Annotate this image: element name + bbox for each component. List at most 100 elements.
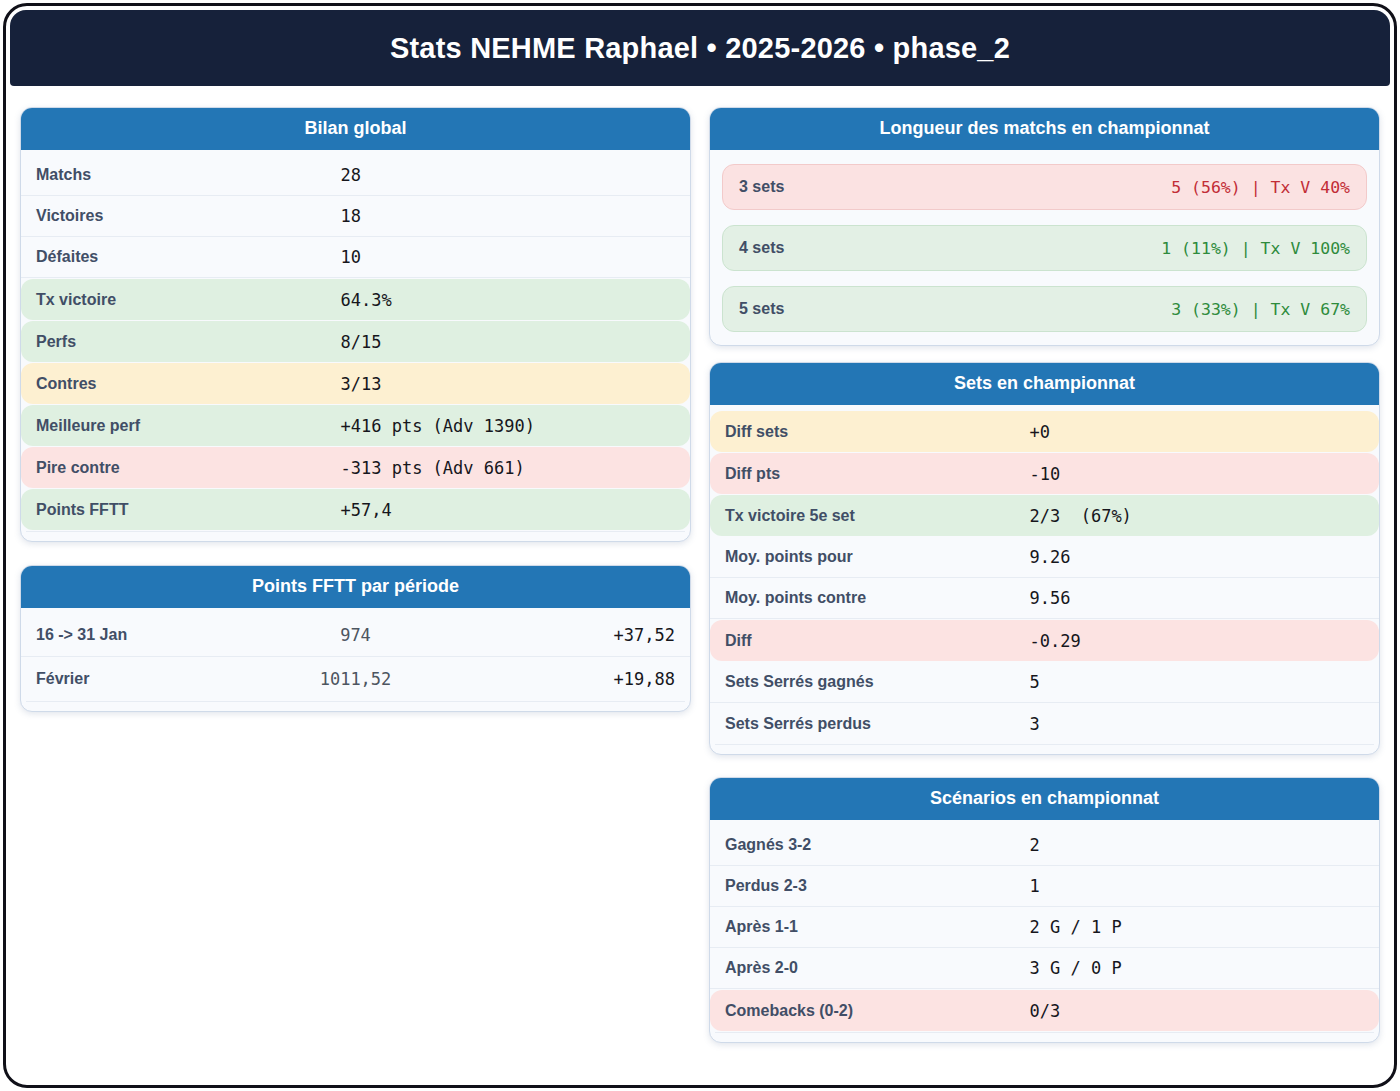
stat-value: 8/15 [341, 332, 382, 352]
stat-label: Sets Serrés gagnés [725, 673, 1030, 691]
panel-scenarios-championnat-body: Gagnés 3-2 2 Perdus 2-3 1 Après 1-1 2 G … [710, 820, 1379, 1042]
stat-value: 64.3% [341, 290, 392, 310]
match-length-row: 5 sets 3 (33%) | Tx V 67% [722, 286, 1367, 332]
stat-row: Perfs 8/15 [21, 321, 690, 362]
page-title: Stats NEHME Raphael • 2025-2026 • phase_… [390, 32, 1010, 65]
stat-label: Tx victoire 5e set [725, 507, 1030, 525]
panel-points-fftt-periode: Points FFTT par période 16 -> 31 Jan 974… [20, 565, 691, 712]
panel-bilan-global: Bilan global Matchs 28 Victoires 18 Défa… [20, 107, 691, 542]
stat-value: -0.29 [1030, 631, 1081, 651]
match-length-value: 5 (56%) | Tx V 40% [1171, 178, 1350, 197]
stat-label: Points FFTT [36, 501, 341, 519]
period-row: 16 -> 31 Jan 974 +37,52 [21, 613, 690, 657]
stat-label: Comebacks (0-2) [725, 1002, 1030, 1020]
stat-value: 2/3 (67%) [1030, 506, 1132, 526]
stat-label: Pire contre [36, 459, 341, 477]
stat-value: 5 [1030, 672, 1040, 692]
stat-row: Matchs 28 [21, 155, 690, 196]
match-length-value: 3 (33%) | Tx V 67% [1171, 300, 1350, 319]
stat-row: Gagnés 3-2 2 [710, 825, 1379, 866]
stat-row: Diff pts -10 [710, 453, 1379, 494]
stat-value: 3 [1030, 714, 1040, 734]
panel-longueur-matchs-body: 3 sets 5 (56%) | Tx V 40% 4 sets 1 (11%)… [710, 150, 1379, 345]
stat-label: Tx victoire [36, 291, 341, 309]
panel-sets-championnat-body: Diff sets +0 Diff pts -10 Tx victoire 5e… [710, 405, 1379, 754]
stat-row: Pire contre -313 pts (Adv 661) [21, 447, 690, 488]
stat-row: Diff sets +0 [710, 411, 1379, 452]
stat-label: Matchs [36, 166, 341, 184]
stat-row: Diff -0.29 [710, 620, 1379, 661]
app-header: Stats NEHME Raphael • 2025-2026 • phase_… [10, 10, 1390, 86]
stat-value: 1 [1030, 876, 1040, 896]
stat-row: Sets Serrés gagnés 5 [710, 662, 1379, 703]
period-row: Février 1011,52 +19,88 [21, 657, 690, 701]
stat-value: 28 [341, 165, 361, 185]
stat-label: Diff pts [725, 465, 1030, 483]
stat-row: Défaites 10 [21, 237, 690, 278]
stat-value: +57,4 [341, 500, 392, 520]
period-points-value: 1011,52 [249, 669, 462, 689]
stat-value: 9.56 [1030, 588, 1071, 608]
content-columns: Bilan global Matchs 28 Victoires 18 Défa… [20, 107, 1380, 1043]
stat-row: Perdus 2-3 1 [710, 866, 1379, 907]
stat-value: 9.26 [1030, 547, 1071, 567]
stat-row: Sets Serrés perdus 3 [710, 703, 1379, 744]
stat-label: Après 1-1 [725, 918, 1030, 936]
panel-longueur-matchs-title: Longueur des matchs en championnat [710, 108, 1379, 150]
stat-row: Après 1-1 2 G / 1 P [710, 907, 1379, 948]
panel-scenarios-championnat-title: Scénarios en championnat [710, 778, 1379, 820]
stat-label: Après 2-0 [725, 959, 1030, 977]
panel-points-fftt-periode-title: Points FFTT par période [21, 566, 690, 608]
stat-value: +416 pts (Adv 1390) [341, 416, 535, 436]
stat-label: Sets Serrés perdus [725, 715, 1030, 733]
stat-row: Tx victoire 5e set 2/3 (67%) [710, 495, 1379, 536]
match-length-label: 3 sets [739, 178, 784, 196]
stat-value: +0 [1030, 422, 1050, 442]
stat-label: Diff sets [725, 423, 1030, 441]
stat-row: Tx victoire 64.3% [21, 279, 690, 320]
match-length-row: 4 sets 1 (11%) | Tx V 100% [722, 225, 1367, 271]
match-length-row: 3 sets 5 (56%) | Tx V 40% [722, 164, 1367, 210]
period-delta-value: +19,88 [462, 669, 675, 689]
stat-label: Défaites [36, 248, 341, 266]
panel-bilan-global-title: Bilan global [21, 108, 690, 150]
stat-row: Moy. points contre 9.56 [710, 578, 1379, 619]
right-column: Longueur des matchs en championnat 3 set… [709, 107, 1380, 1043]
panel-sets-championnat-title: Sets en championnat [710, 363, 1379, 405]
stat-value: 2 G / 1 P [1030, 917, 1122, 937]
stat-row: Après 2-0 3 G / 0 P [710, 948, 1379, 989]
stat-value: -313 pts (Adv 661) [341, 458, 525, 478]
stat-label: Diff [725, 632, 1030, 650]
stat-label: Gagnés 3-2 [725, 836, 1030, 854]
stat-label: Meilleure perf [36, 417, 341, 435]
stat-row: Contres 3/13 [21, 363, 690, 404]
period-label: 16 -> 31 Jan [36, 626, 249, 644]
stat-row: Comebacks (0-2) 0/3 [710, 990, 1379, 1031]
stat-label: Victoires [36, 207, 341, 225]
period-label: Février [36, 670, 249, 688]
stat-row: Meilleure perf +416 pts (Adv 1390) [21, 405, 690, 446]
panel-longueur-matchs: Longueur des matchs en championnat 3 set… [709, 107, 1380, 346]
stat-value: 2 [1030, 835, 1040, 855]
period-points-value: 974 [249, 625, 462, 645]
panel-scenarios-championnat: Scénarios en championnat Gagnés 3-2 2 Pe… [709, 777, 1380, 1043]
match-length-value: 1 (11%) | Tx V 100% [1161, 239, 1350, 258]
stat-value: 3/13 [341, 374, 382, 394]
stat-row: Moy. points pour 9.26 [710, 537, 1379, 578]
stat-row: Points FFTT +57,4 [21, 489, 690, 530]
stat-label: Perfs [36, 333, 341, 351]
stat-row: Victoires 18 [21, 196, 690, 237]
stat-label: Contres [36, 375, 341, 393]
stat-label: Moy. points contre [725, 589, 1030, 607]
stat-label: Perdus 2-3 [725, 877, 1030, 895]
match-length-label: 4 sets [739, 239, 784, 257]
stat-value: 18 [341, 206, 361, 226]
panel-bilan-global-body: Matchs 28 Victoires 18 Défaites 10 Tx vi… [21, 150, 690, 541]
left-column: Bilan global Matchs 28 Victoires 18 Défa… [20, 107, 691, 712]
stat-value: 3 G / 0 P [1030, 958, 1122, 978]
stat-value: -10 [1030, 464, 1061, 484]
panel-sets-championnat: Sets en championnat Diff sets +0 Diff pt… [709, 362, 1380, 755]
stat-value: 10 [341, 247, 361, 267]
panel-points-fftt-periode-body: 16 -> 31 Jan 974 +37,52 Février 1011,52 … [21, 608, 690, 711]
stat-value: 0/3 [1030, 1001, 1061, 1021]
